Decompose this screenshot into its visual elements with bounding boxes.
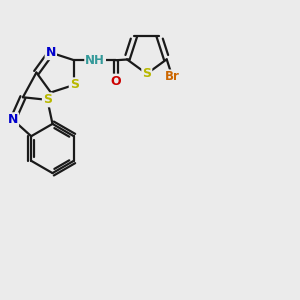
Text: S: S	[70, 78, 79, 91]
Text: Br: Br	[165, 70, 180, 83]
Text: NH: NH	[85, 54, 105, 67]
Text: N: N	[8, 113, 18, 126]
Text: S: S	[43, 93, 52, 106]
Text: O: O	[111, 75, 122, 88]
Text: S: S	[142, 67, 151, 80]
Text: N: N	[46, 46, 56, 59]
